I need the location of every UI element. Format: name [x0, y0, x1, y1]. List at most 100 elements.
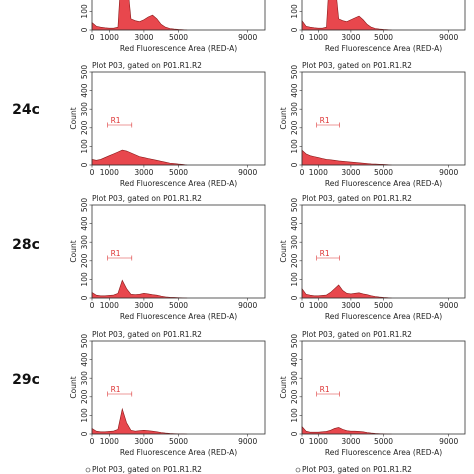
y-tick-label: 200 — [290, 120, 299, 135]
plot-title: Plot P03, gated on P01.R1.R2 — [302, 330, 412, 339]
y-tick-label: 0 — [80, 27, 89, 32]
y-tick-label: 300 — [290, 102, 299, 117]
x-tick-label: 1000 — [100, 437, 119, 446]
x-tick-label: 5000 — [374, 33, 393, 42]
x-tick-label: 9000 — [238, 33, 257, 42]
histogram — [91, 149, 188, 166]
x-tick-label: 1000 — [309, 33, 328, 42]
y-tick-label: 400 — [80, 352, 89, 367]
gate-label: R1 — [320, 249, 330, 258]
x-tick-label: 3000 — [134, 168, 153, 177]
plot-title: Plot P03, gated on P01.R1.R2 — [92, 194, 202, 203]
plot-title: Plot P03, gated on P01.R1.R2 — [302, 194, 412, 203]
y-tick-label: 200 — [80, 389, 89, 404]
x-tick-label: 5000 — [374, 168, 393, 177]
y-tick-label: 0 — [80, 431, 89, 436]
row-label: 29c — [12, 372, 40, 388]
y-tick-label: 400 — [290, 83, 299, 98]
x-tick-label: 3000 — [134, 437, 153, 446]
y-tick-label: 100 — [80, 272, 89, 287]
x-tick-label: 9000 — [439, 168, 458, 177]
histogram — [301, 425, 392, 435]
y-tick-label: 100 — [80, 139, 89, 154]
y-tick-label: 200 — [290, 253, 299, 268]
x-tick-label: 3000 — [134, 33, 153, 42]
x-tick-label: 1000 — [309, 301, 328, 310]
x-tick-label: 0 — [300, 301, 305, 310]
y-tick-label: 200 — [80, 120, 89, 135]
y-tick-label: 400 — [290, 352, 299, 367]
y-tick-label: 300 — [290, 371, 299, 386]
plot-title: Plot P03, gated on P01.R1.R2 — [302, 465, 412, 474]
y-tick-label: 100 — [290, 272, 299, 287]
x-tick-label: 9000 — [238, 168, 257, 177]
row-label: 24c — [12, 102, 40, 118]
x-tick-label: 0 — [90, 301, 95, 310]
x-tick-label: 9000 — [238, 301, 257, 310]
x-tick-label: 1000 — [309, 168, 328, 177]
x-tick-label: 9000 — [439, 437, 458, 446]
y-tick-label: 300 — [290, 235, 299, 250]
x-axis-label: Red Fluorescence Area (RED-A) — [325, 179, 442, 188]
gate-label: R1 — [320, 385, 330, 394]
y-tick-label: 100 — [290, 408, 299, 423]
y-tick-label: 0 — [290, 431, 299, 436]
x-tick-label: 0 — [300, 168, 305, 177]
x-tick-label: 3000 — [341, 168, 360, 177]
y-tick-label: 400 — [80, 83, 89, 98]
y-tick-label: 500 — [290, 65, 299, 80]
y-tick-label: 300 — [80, 371, 89, 386]
x-tick-label: 5000 — [169, 168, 188, 177]
y-tick-label: 100 — [290, 139, 299, 154]
y-axis-label: Count — [69, 240, 78, 262]
y-tick-label: 0 — [80, 162, 89, 167]
histogram — [91, 0, 188, 31]
x-tick-label: 5000 — [374, 437, 393, 446]
plot-title: Plot P03, gated on P01.R1.R2 — [302, 61, 412, 70]
x-axis-label: Red Fluorescence Area (RED-A) — [325, 312, 442, 321]
row-label: 28c — [12, 237, 40, 253]
plot-title: Plot P03, gated on P01.R1.R2 — [92, 61, 202, 70]
x-tick-label: 5000 — [169, 33, 188, 42]
x-axis-label: Red Fluorescence Area (RED-A) — [120, 448, 237, 457]
x-tick-label: 0 — [90, 437, 95, 446]
histogram — [91, 279, 188, 299]
y-tick-label: 100 — [80, 4, 89, 19]
y-tick-label: 400 — [290, 216, 299, 231]
histogram — [301, 284, 392, 299]
x-tick-label: 1000 — [100, 33, 119, 42]
y-tick-label: 100 — [80, 408, 89, 423]
plot-icon — [295, 467, 301, 473]
gate-label: R1 — [111, 249, 121, 258]
y-tick-label: 0 — [290, 162, 299, 167]
y-tick-label: 300 — [80, 235, 89, 250]
x-tick-label: 1000 — [100, 168, 119, 177]
x-axis-label: Red Fluorescence Area (RED-A) — [325, 448, 442, 457]
x-tick-label: 9000 — [439, 301, 458, 310]
x-tick-label: 3000 — [341, 301, 360, 310]
plot-icon — [85, 467, 91, 473]
x-tick-label: 1000 — [309, 437, 328, 446]
y-tick-label: 400 — [80, 216, 89, 231]
y-tick-label: 0 — [290, 27, 299, 32]
gate-label: R1 — [111, 385, 121, 394]
x-tick-label: 3000 — [341, 437, 360, 446]
x-tick-label: 3000 — [341, 33, 360, 42]
x-axis-label: Red Fluorescence Area (RED-A) — [325, 44, 442, 53]
x-axis-label: Red Fluorescence Area (RED-A) — [120, 312, 237, 321]
x-tick-label: 0 — [300, 33, 305, 42]
y-tick-label: 200 — [290, 389, 299, 404]
histogram — [301, 149, 392, 166]
x-axis-label: Red Fluorescence Area (RED-A) — [120, 44, 237, 53]
x-tick-label: 5000 — [374, 301, 393, 310]
histogram — [301, 0, 392, 31]
y-axis-label: Count — [69, 107, 78, 129]
y-tick-label: 0 — [290, 295, 299, 300]
x-axis-label: Red Fluorescence Area (RED-A) — [120, 179, 237, 188]
y-axis-label: Count — [69, 376, 78, 398]
y-tick-label: 500 — [290, 198, 299, 213]
x-tick-label: 5000 — [169, 437, 188, 446]
y-axis-label: Count — [279, 240, 288, 262]
y-axis-label: Count — [279, 376, 288, 398]
y-tick-label: 100 — [290, 4, 299, 19]
